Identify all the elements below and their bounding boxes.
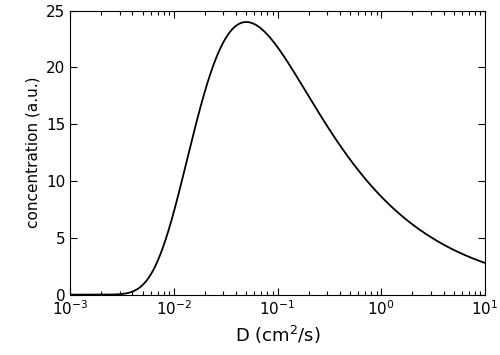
X-axis label: D (cm$^2$/s): D (cm$^2$/s) xyxy=(234,324,320,346)
Y-axis label: concentration (a.u.): concentration (a.u.) xyxy=(26,77,40,228)
